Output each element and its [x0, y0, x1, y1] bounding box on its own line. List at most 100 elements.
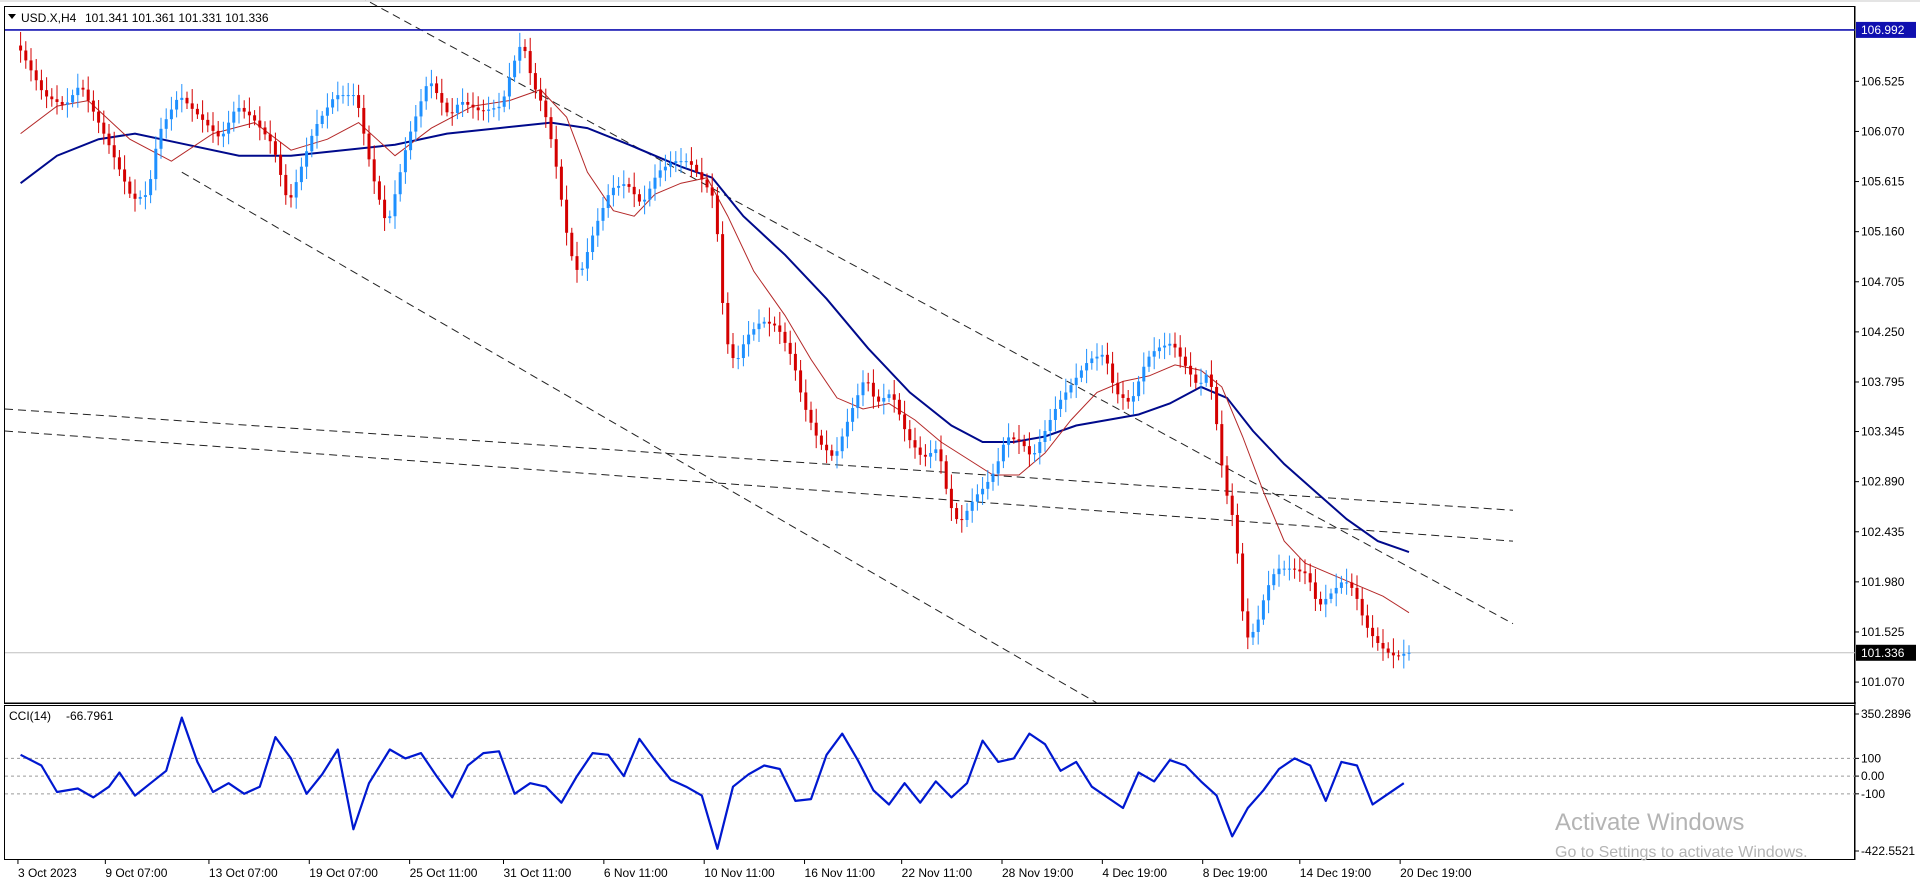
candle-body [325, 107, 329, 116]
candle-body [190, 103, 194, 109]
candle-body [710, 187, 714, 196]
horizontal-trendline-upper[interactable] [4, 408, 1514, 511]
candlestick [310, 129, 314, 158]
candle-body [1173, 343, 1177, 348]
candle-body [1105, 354, 1109, 364]
candle-body [71, 95, 75, 103]
candlestick [284, 164, 288, 205]
candlestick [736, 345, 740, 370]
candle-body [877, 396, 881, 402]
candlestick [253, 110, 257, 126]
candlestick [221, 121, 225, 148]
price-tick-label: 104.705 [1861, 275, 1905, 289]
candlestick [554, 125, 558, 179]
candlestick [591, 226, 595, 260]
candlestick [227, 110, 231, 145]
candlestick [1371, 615, 1375, 648]
candlestick [1339, 575, 1343, 594]
candle-body [1007, 437, 1011, 445]
candle-body [523, 46, 527, 52]
candlestick [471, 92, 475, 119]
candlestick [71, 89, 75, 108]
candlestick [866, 372, 870, 392]
candle-body [1079, 370, 1083, 378]
candle-body [575, 256, 579, 270]
candle-body [1251, 631, 1255, 638]
candlestick [856, 383, 860, 419]
cci-pane[interactable] [4, 705, 1855, 860]
candlestick [575, 241, 579, 283]
time-tick-label: 22 Nov 11:00 [902, 866, 973, 880]
candle-body [721, 234, 725, 303]
candle-body [1152, 351, 1156, 357]
candlestick [273, 132, 277, 163]
candle-body [1069, 385, 1073, 393]
candle-body [169, 109, 173, 120]
channel-lower-trendline[interactable] [181, 171, 1098, 704]
dropdown-triangle-icon[interactable] [8, 14, 16, 19]
resistance-price-label: 106.992 [1861, 23, 1905, 37]
candle-body [892, 394, 896, 400]
candle-body [497, 106, 501, 109]
candlestick [830, 444, 834, 461]
candlestick [1235, 503, 1239, 564]
candle-body [1001, 444, 1005, 462]
candlestick [632, 172, 636, 208]
candle-body [778, 325, 782, 332]
candle-body [247, 111, 251, 116]
candlestick [175, 91, 179, 118]
candle-body [154, 148, 158, 180]
candlestick [1157, 339, 1161, 359]
candlestick [918, 436, 922, 465]
candle-body [658, 170, 662, 178]
candlestick [897, 393, 901, 421]
candlestick [627, 177, 631, 193]
candle-body [549, 117, 553, 140]
horizontal-trendline-lower[interactable] [4, 430, 1514, 542]
candlestick [97, 99, 101, 134]
candlestick [206, 112, 210, 133]
candlestick [949, 474, 953, 521]
candle-body [232, 111, 236, 123]
channel-upper-trendline[interactable] [359, 0, 1514, 625]
candle-body [1168, 343, 1172, 346]
candlestick [1001, 437, 1005, 469]
candlestick [991, 463, 995, 491]
time-tick-label: 14 Dec 19:00 [1300, 866, 1372, 880]
candle-body [102, 122, 106, 134]
candlestick [435, 76, 439, 100]
candle-body [513, 60, 517, 78]
candle-body [175, 99, 179, 110]
candlestick [492, 99, 496, 118]
candle-body [565, 199, 569, 233]
candlestick [1033, 444, 1037, 463]
candlestick [804, 379, 808, 422]
candlestick [1168, 333, 1172, 356]
candle-body [351, 95, 355, 97]
candlestick [939, 435, 943, 474]
candle-body [518, 46, 522, 61]
candle-body [159, 128, 163, 149]
candlestick [1267, 570, 1271, 614]
main-chart-pane[interactable] [4, 6, 1855, 704]
candle-body [1298, 569, 1302, 572]
candle-body [502, 96, 506, 107]
candlestick [814, 408, 818, 449]
candlestick [606, 184, 610, 218]
candlestick [143, 181, 147, 210]
candlestick [1225, 456, 1229, 505]
candlestick [1282, 560, 1286, 576]
candle-body [861, 382, 865, 396]
candle-body [481, 110, 485, 112]
candle-body [133, 193, 137, 199]
candlestick [1007, 423, 1011, 458]
moving-average-slow-line [19, 121, 1410, 554]
candle-body [1131, 396, 1135, 402]
candle-body [903, 414, 907, 430]
candlestick [845, 408, 849, 449]
candlestick [669, 151, 673, 178]
price-tick-label: 102.435 [1861, 525, 1905, 539]
candle-body [528, 51, 532, 74]
